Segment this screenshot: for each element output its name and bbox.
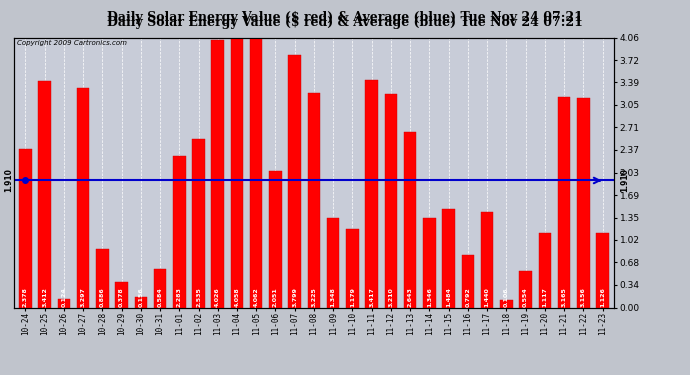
Bar <box>520 271 532 308</box>
Text: 0.554: 0.554 <box>523 287 528 307</box>
Text: 0.124: 0.124 <box>61 287 66 307</box>
Bar <box>212 40 224 308</box>
Text: 2.378: 2.378 <box>23 287 28 307</box>
Text: 1.348: 1.348 <box>331 287 336 307</box>
Bar <box>481 212 493 308</box>
Text: 2.535: 2.535 <box>196 287 201 307</box>
Bar <box>115 282 128 308</box>
Text: 0.792: 0.792 <box>465 287 471 307</box>
Bar <box>193 139 205 308</box>
Text: 1.346: 1.346 <box>427 287 432 307</box>
Text: 2.283: 2.283 <box>177 287 181 307</box>
Bar <box>577 98 589 308</box>
Text: 1.117: 1.117 <box>542 287 547 307</box>
Text: 0.106: 0.106 <box>504 287 509 307</box>
Text: 1.484: 1.484 <box>446 287 451 307</box>
Text: 3.412: 3.412 <box>42 287 47 307</box>
Text: 0.584: 0.584 <box>157 287 163 307</box>
Bar <box>19 149 32 308</box>
Text: 1.910: 1.910 <box>4 168 13 192</box>
Text: 3.297: 3.297 <box>81 287 86 307</box>
Text: 4.058: 4.058 <box>235 287 239 307</box>
Text: 3.156: 3.156 <box>581 287 586 307</box>
Text: 3.210: 3.210 <box>388 287 393 307</box>
Text: 1.126: 1.126 <box>600 287 605 307</box>
Text: 1.179: 1.179 <box>350 287 355 307</box>
Bar <box>404 132 416 308</box>
Bar <box>250 38 262 308</box>
Bar <box>308 93 320 308</box>
Bar <box>269 171 282 308</box>
Bar <box>135 297 147 307</box>
Bar <box>77 88 89 308</box>
Text: 3.799: 3.799 <box>292 287 297 307</box>
Text: 0.378: 0.378 <box>119 287 124 307</box>
Bar <box>366 80 378 308</box>
Text: 0.156: 0.156 <box>138 287 144 307</box>
Text: 1.910: 1.910 <box>620 168 629 192</box>
Text: 4.062: 4.062 <box>254 287 259 307</box>
Text: 3.165: 3.165 <box>562 287 566 307</box>
Text: Daily Solar Energy Value ($ red) & Average (blue) Tue Nov 24 07:21: Daily Solar Energy Value ($ red) & Avera… <box>107 11 583 24</box>
Bar <box>57 299 70 307</box>
Bar <box>173 156 186 308</box>
Text: 4.026: 4.026 <box>215 287 220 307</box>
Bar <box>346 229 359 308</box>
Bar <box>154 268 166 308</box>
Bar <box>500 300 513 307</box>
Text: 3.225: 3.225 <box>311 287 317 307</box>
Text: 3.417: 3.417 <box>369 287 374 307</box>
Bar <box>39 81 51 308</box>
Bar <box>423 218 435 308</box>
Bar <box>539 233 551 308</box>
Bar <box>288 55 301 308</box>
Text: 1.440: 1.440 <box>484 287 490 307</box>
Text: 0.886: 0.886 <box>100 287 105 307</box>
Text: Daily Solar Energy Value ($ red) & Average (blue) Tue Nov 24 07:21: Daily Solar Energy Value ($ red) & Avera… <box>107 16 583 29</box>
Text: 2.051: 2.051 <box>273 287 278 307</box>
Bar <box>96 249 108 308</box>
Bar <box>230 38 244 308</box>
Text: Copyright 2009 Cartronics.com: Copyright 2009 Cartronics.com <box>17 40 127 46</box>
Bar <box>327 218 339 308</box>
Bar <box>384 94 397 308</box>
Text: 2.643: 2.643 <box>408 287 413 307</box>
Bar <box>558 97 571 308</box>
Bar <box>462 255 474 308</box>
Bar <box>596 232 609 308</box>
Bar <box>442 209 455 308</box>
